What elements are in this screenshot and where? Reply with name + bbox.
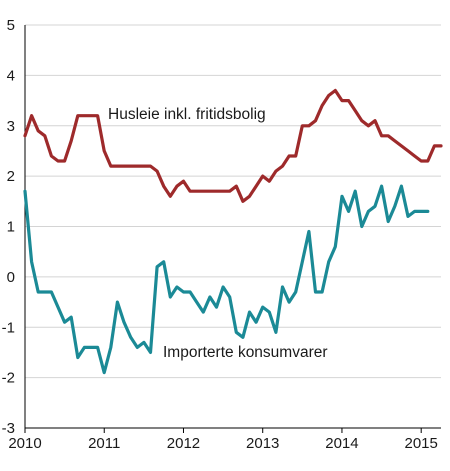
y-tick-label: 0 (7, 269, 15, 286)
series-label-husleie: Husleie inkl. fritidsbolig (108, 106, 266, 123)
y-tick-label: 3 (7, 118, 15, 135)
series-line-0 (23, 88, 443, 203)
y-tick-label: 4 (7, 67, 15, 84)
series-line-1 (23, 184, 430, 375)
y-tick-label: -2 (2, 370, 15, 387)
series-lines (23, 88, 443, 375)
x-tick-label: 2013 (246, 435, 279, 452)
y-tick-label: -1 (2, 319, 15, 336)
grid-lines (25, 24, 441, 379)
x-tick-label: 2011 (88, 435, 120, 452)
series-label-importerte: Importerte konsumvarer (163, 344, 328, 361)
x-tick-label: 2010 (8, 435, 41, 452)
x-tick-label: 2015 (405, 435, 438, 452)
y-tick-label: -3 (2, 420, 15, 437)
series-labels: Husleie inkl. fritidsbolig Importerte ko… (108, 106, 328, 361)
y-tick-label: 5 (7, 17, 15, 34)
axes (24, 25, 441, 429)
y-tick-labels: 5 4 3 2 1 0 -1 -2 -3 (2, 17, 15, 437)
y-tick-label: 2 (7, 168, 15, 185)
x-tick-label: 2012 (167, 435, 200, 452)
x-tick-label: 2014 (325, 435, 358, 452)
y-tick-label: 1 (7, 219, 15, 236)
x-tick-labels: 2010 2011 2012 2013 2014 2015 (8, 428, 438, 452)
